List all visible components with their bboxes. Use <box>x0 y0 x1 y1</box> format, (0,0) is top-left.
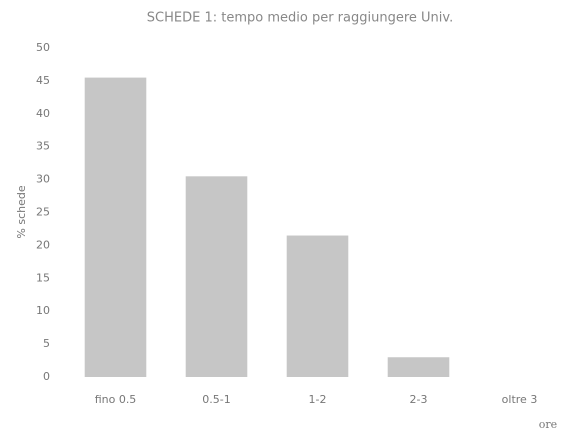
x-tick-label: fino 0.5 <box>95 393 137 406</box>
y-tick-label: 0 <box>43 370 50 383</box>
bar <box>185 176 248 377</box>
x-tick-label: 0.5-1 <box>202 393 230 406</box>
y-tick-label: 35 <box>36 140 50 153</box>
x-axis-label: ore <box>539 418 557 431</box>
y-tick-label: 45 <box>36 74 50 87</box>
bar <box>387 357 450 377</box>
y-tick-label: 5 <box>43 337 50 350</box>
x-tick-label: oltre 3 <box>502 393 538 406</box>
x-tick-label: 2-3 <box>410 393 428 406</box>
y-axis-label: % schede <box>15 185 28 238</box>
x-tick-label: 1-2 <box>309 393 327 406</box>
y-tick-label: 50 <box>36 41 50 54</box>
y-tick-label: 10 <box>36 304 50 317</box>
y-tick-label: 15 <box>36 271 50 284</box>
y-tick-label: 25 <box>36 206 50 219</box>
bar <box>286 235 349 377</box>
chart-title: SCHEDE 1: tempo medio per raggiungere Un… <box>147 11 453 26</box>
y-tick-label: 40 <box>36 107 50 120</box>
y-tick-label: 30 <box>36 173 50 186</box>
bar <box>84 77 147 378</box>
y-tick-label: 20 <box>36 238 50 251</box>
